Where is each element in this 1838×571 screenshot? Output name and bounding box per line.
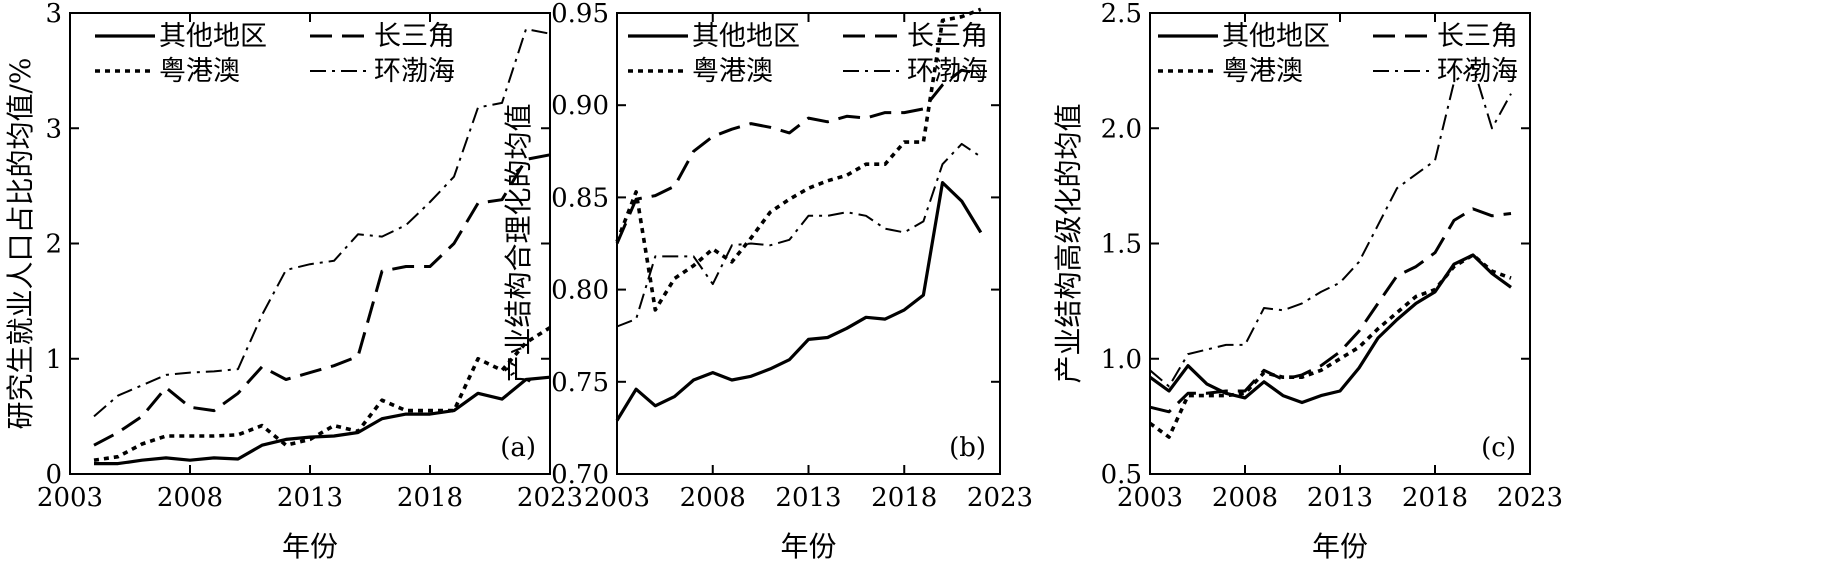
series-line-other [94, 375, 551, 466]
x-tick-label: 2008 [1212, 483, 1278, 513]
legend-label-yrd: 长三角 [907, 21, 988, 52]
y-tick-label: 1.0 [1101, 345, 1142, 375]
panel-label: (c) [1481, 433, 1516, 463]
y-tick-label: 0 [45, 460, 62, 490]
y-tick-label: 0.75 [551, 368, 609, 398]
x-tick-label: 2023 [967, 483, 1033, 513]
legend-label-yrd: 长三角 [1437, 21, 1518, 52]
x-tick-label: 2008 [157, 483, 223, 513]
series-line-yrd [93, 153, 551, 447]
x-tick-label: 2023 [517, 483, 583, 513]
series-line-yrd [1149, 207, 1512, 414]
y-tick-label: 1 [45, 345, 62, 375]
panel-c: 2003 2008 2013 2018 2023 0.5 1.0 1.5 2.0 2.5 年份 产业结… [1052, 0, 1563, 563]
y-tick-label: 0.80 [551, 276, 609, 306]
x-axis-label: 年份 [780, 530, 836, 563]
legend-label-other: 其他地区 [159, 21, 267, 52]
series-line-bohai [616, 142, 982, 328]
x-tick-label: 2003 [1117, 483, 1183, 513]
series-line-yrd [615, 68, 982, 245]
legend-label-yrd: 长三角 [374, 21, 455, 52]
series-line-other [615, 181, 983, 422]
legend-label-bohai: 环渤海 [374, 56, 455, 87]
x-tick-label: 2018 [1402, 483, 1468, 513]
series-line-other [1149, 253, 1512, 405]
x-tick-label: 2008 [680, 483, 746, 513]
legend-label-bohai: 环渤海 [1437, 56, 1518, 87]
panel-a: 2003 2008 2013 2018 2023 0 1 2 3 3 年份 研究生就业人口占比的均值/… [4, 0, 583, 563]
y-tick-label: 0.70 [551, 460, 609, 490]
y-tick-label: 0.95 [551, 0, 609, 29]
x-tick-label: 2023 [1497, 483, 1563, 513]
plot-frame [69, 12, 551, 475]
y-tick-label: 0.5 [1101, 460, 1142, 490]
x-tick-label: 2003 [37, 483, 103, 513]
legend-label-gba: 粤港澳 [692, 56, 773, 87]
x-axis-label: 年份 [1312, 530, 1368, 563]
y-tick-label: 2.5 [1101, 0, 1142, 29]
x-axis-label: 年份 [282, 530, 338, 563]
y-tick-label: 3 [45, 114, 62, 144]
x-tick-label: 2013 [277, 483, 343, 513]
y-tick-label: 0.85 [551, 183, 609, 213]
series-line-gba [615, 7, 982, 312]
y-axis-label: 产业结构合理化的均值 [502, 103, 535, 383]
panel-label: (a) [500, 433, 536, 463]
series-line-bohai [93, 28, 551, 418]
x-tick-label: 2018 [871, 483, 937, 513]
y-tick-label: 2 [45, 230, 62, 260]
y-axis-label: 产业结构高级化的均值 [1052, 103, 1085, 383]
panel-b: 2003 2008 2013 2018 20230.700.750.800.850.90… [502, 0, 1033, 563]
x-tick-label: 2013 [1307, 483, 1373, 513]
legend-label-gba: 粤港澳 [1222, 56, 1303, 87]
y-tick-label: 1.5 [1101, 230, 1142, 260]
legend-label-other: 其他地区 [692, 21, 800, 52]
legend-label-bohai: 环渤海 [907, 56, 988, 87]
y-tick-label: 3 [45, 0, 62, 29]
panel-label: (b) [949, 433, 986, 463]
series-line-gba [93, 326, 551, 462]
series-line-bohai [1149, 65, 1512, 388]
y-tick-label: 2.0 [1101, 114, 1142, 144]
y-tick-label: 0.90 [551, 91, 609, 121]
legend-label-other: 其他地区 [1222, 21, 1330, 52]
x-tick-label: 2003 [584, 483, 650, 513]
x-tick-label: 2013 [775, 483, 841, 513]
legend-label-gba: 粤港澳 [159, 56, 240, 87]
series-line-gba [1148, 253, 1512, 439]
x-tick-label: 2018 [397, 483, 463, 513]
y-axis-label: 研究生就业人口占比的均值/% [4, 57, 37, 429]
